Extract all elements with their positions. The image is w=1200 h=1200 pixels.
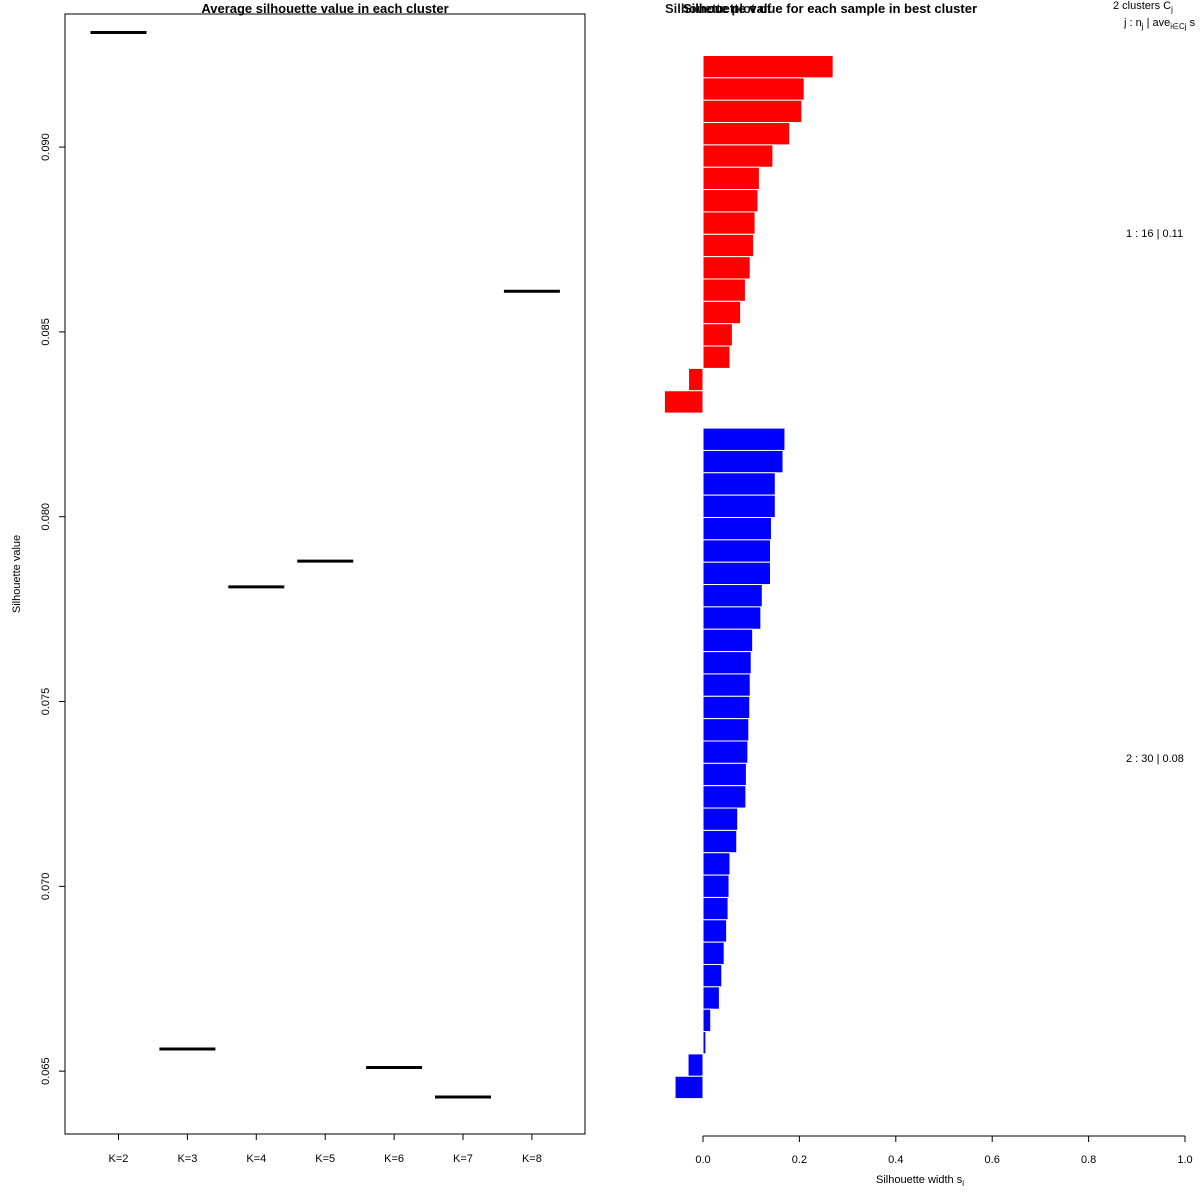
cluster-2-bar bbox=[702, 964, 723, 988]
cluster-1-bar bbox=[702, 233, 755, 258]
left-y-tick-label: 0.085 bbox=[40, 318, 52, 346]
right-x-axis: 0.0 0.2 0.4 0.6 0.8 1.0 bbox=[695, 1135, 1193, 1166]
cluster-1-bar bbox=[702, 77, 805, 101]
cluster-2-bar bbox=[702, 673, 751, 697]
cluster-2-bar bbox=[702, 785, 747, 809]
left-chart-title: Average silhouette value in each cluster bbox=[201, 1, 448, 16]
left-y-tick-label: 0.065 bbox=[40, 1057, 52, 1085]
cluster-2-summary: 2 : 30 | 0.08 bbox=[1126, 753, 1184, 765]
cluster-2-bar bbox=[702, 651, 752, 675]
cluster-header-sub: j bbox=[1170, 5, 1173, 14]
cluster-1-bar bbox=[702, 278, 746, 302]
left-plot-frame bbox=[64, 13, 586, 1135]
cluster-header-line2: j : nj | avei∈Cj s bbox=[1123, 17, 1196, 31]
left-y-tick-label: 0.075 bbox=[40, 688, 52, 716]
right-x-tick-label: 0.0 bbox=[695, 1154, 710, 1166]
cluster-2-bar bbox=[702, 896, 729, 921]
cluster-1-bar bbox=[702, 256, 751, 280]
cluster-2-bar bbox=[702, 1008, 712, 1033]
cluster-2-bar bbox=[702, 941, 725, 966]
cluster-header-s: s bbox=[1187, 17, 1196, 29]
cluster-2-bar bbox=[702, 1031, 707, 1055]
cluster-1-bar bbox=[702, 300, 742, 325]
cluster-2-bar bbox=[702, 606, 762, 630]
right-x-tick-label: 0.8 bbox=[1081, 1154, 1096, 1166]
cluster-2-bar bbox=[702, 472, 776, 496]
right-x-tick-label: 0.6 bbox=[985, 1154, 1000, 1166]
right-x-axis-label-sub: i bbox=[962, 1179, 964, 1188]
cluster-header-avesub: i∈Cj bbox=[1170, 22, 1187, 31]
right-x-tick-label: 1.0 bbox=[1177, 1154, 1192, 1166]
left-x-tick-label: K=8 bbox=[522, 1153, 542, 1165]
cluster-1-bar bbox=[702, 166, 760, 191]
cluster-1-bar bbox=[702, 122, 791, 146]
cluster-1-bar bbox=[663, 390, 704, 414]
left-y-tick-label: 0.070 bbox=[40, 873, 52, 901]
cluster-1-bar bbox=[702, 99, 803, 124]
cluster-2-bar bbox=[702, 561, 771, 586]
left-x-tick-label: K=2 bbox=[109, 1153, 129, 1165]
cluster-header-nsub: j bbox=[1141, 22, 1144, 31]
right-panel: Silhouette plot of Silhouette value for … bbox=[663, 0, 1196, 1188]
cluster-header-count: 2 clusters C bbox=[1113, 0, 1171, 12]
left-y-axis-label: Silhouette value bbox=[11, 535, 23, 613]
cluster-1-bar bbox=[702, 345, 731, 369]
cluster-2-bar bbox=[702, 986, 720, 1010]
left-y-tick-label: 0.090 bbox=[40, 133, 52, 161]
cluster-2-bar bbox=[702, 628, 754, 653]
cluster-2-bar bbox=[702, 762, 747, 787]
cluster-2-bar bbox=[702, 874, 730, 898]
cluster-1-bar bbox=[702, 323, 733, 347]
cluster-header-line1: 2 clusters Cj bbox=[1113, 0, 1173, 14]
left-y-axis: 0.065 0.070 0.075 0.080 0.085 0.090 bbox=[40, 133, 65, 1085]
right-chart-title: Silhouette value for each sample in best… bbox=[683, 1, 977, 16]
cluster-2-bar bbox=[702, 829, 738, 854]
left-x-tick-label: K=7 bbox=[453, 1153, 473, 1165]
cluster-1-bar bbox=[702, 55, 834, 79]
left-x-tick-label: K=5 bbox=[315, 1153, 335, 1165]
cluster-header-ave: | ave bbox=[1144, 17, 1171, 29]
right-x-axis-label-main: Silhouette width s bbox=[876, 1174, 963, 1186]
cluster-2-bar bbox=[702, 695, 751, 720]
right-x-tick-label: 0.2 bbox=[792, 1154, 807, 1166]
cluster-2-bar bbox=[702, 584, 763, 608]
left-x-axis: K=2 K=3 K=4 K=5 K=6 K=7 K=8 bbox=[109, 1133, 542, 1165]
left-x-tick-label: K=4 bbox=[246, 1153, 266, 1165]
right-x-axis-label: Silhouette width si bbox=[876, 1174, 964, 1188]
cluster-1-bar bbox=[702, 211, 756, 235]
cluster-2-bar bbox=[702, 852, 731, 876]
cluster-2-bar bbox=[702, 718, 750, 742]
right-chart-title-overlap: Silhouette plot of bbox=[665, 1, 772, 16]
cluster-2-bar bbox=[687, 1053, 704, 1077]
cluster-2-bar bbox=[702, 740, 749, 764]
cluster-1-bar bbox=[702, 189, 759, 213]
left-x-tick-label: K=6 bbox=[384, 1153, 404, 1165]
right-x-tick-label: 0.4 bbox=[888, 1154, 903, 1166]
cluster-2-bar bbox=[702, 539, 771, 563]
cluster-1-summary: 1 : 16 | 0.11 bbox=[1126, 228, 1183, 240]
left-y-tick-label: 0.080 bbox=[40, 503, 52, 531]
cluster-2-bar bbox=[702, 919, 728, 943]
cluster-2-bar bbox=[702, 494, 776, 518]
right-data-bars bbox=[663, 55, 834, 1100]
cluster-2-bar bbox=[702, 427, 786, 451]
cluster-2-bar bbox=[702, 807, 739, 831]
cluster-1-bar bbox=[702, 144, 774, 168]
left-panel: Average silhouette value in each cluster… bbox=[11, 1, 586, 1165]
cluster-header-j: j : n bbox=[1123, 17, 1142, 29]
cluster-1-bar bbox=[688, 367, 704, 392]
cluster-2-bar bbox=[674, 1075, 704, 1100]
cluster-2-bar bbox=[702, 449, 784, 474]
left-x-tick-label: K=3 bbox=[177, 1153, 197, 1165]
left-data-marks bbox=[90, 30, 560, 1099]
cluster-2-bar bbox=[702, 517, 772, 541]
